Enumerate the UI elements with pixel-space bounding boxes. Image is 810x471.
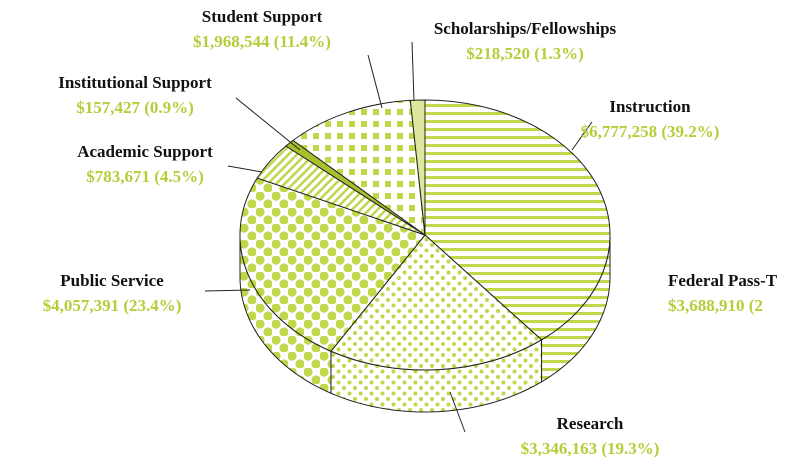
slice-value: $218,520 (1.3%) — [466, 44, 584, 63]
slice-name: Institutional Support — [58, 73, 212, 92]
leader-line — [571, 121, 593, 151]
slice-value: $4,057,391 (23.4%) — [43, 296, 182, 315]
leader-line — [204, 289, 251, 292]
slice-value: $157,427 (0.9%) — [76, 98, 194, 117]
leader-line — [411, 41, 415, 102]
slice-name: Student Support — [202, 7, 323, 26]
leader-line — [227, 165, 263, 173]
annotation-name: Federal Pass-T — [668, 271, 778, 290]
pie-top — [239, 99, 611, 371]
slice — [330, 234, 543, 371]
slice — [409, 99, 426, 236]
slice — [424, 99, 611, 341]
slice-name: Public Service — [60, 271, 164, 290]
leader-line — [367, 54, 383, 109]
slice-name: Academic Support — [77, 142, 213, 161]
labels: Federal Pass-T $3,688,910 (2 Instruction… — [43, 7, 778, 458]
slice — [239, 177, 426, 352]
slice-name: Instruction — [609, 97, 691, 116]
slice — [292, 99, 426, 237]
slice-name: Research — [557, 414, 624, 433]
slice-value: $6,777,258 (39.2%) — [581, 122, 720, 141]
leader-line — [449, 391, 466, 433]
annotation-value: $3,688,910 (2 — [668, 296, 763, 315]
slice-name: Scholarships/Fellowships — [434, 19, 617, 38]
slice-value: $3,346,163 (19.3%) — [521, 439, 660, 458]
leader-line — [235, 97, 301, 151]
slice-value: $1,968,544 (11.4%) — [193, 32, 331, 51]
slice-value: $783,671 (4.5%) — [86, 167, 204, 186]
